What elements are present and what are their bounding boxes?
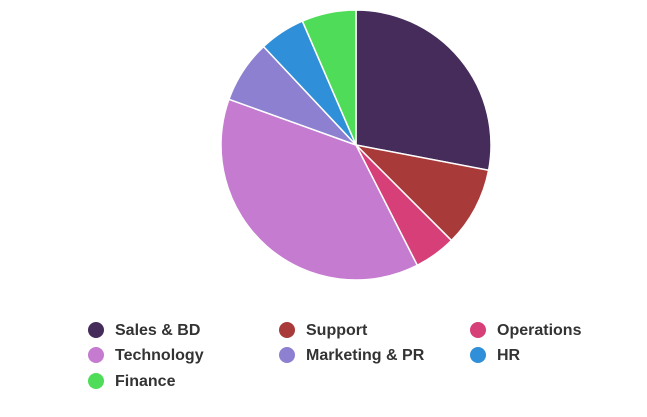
legend-marker[interactable] <box>470 322 486 338</box>
legend-label[interactable]: Operations <box>497 322 582 339</box>
legend-label[interactable]: Marketing & PR <box>306 347 425 364</box>
legend-label[interactable]: Technology <box>115 347 204 364</box>
legend-label[interactable]: HR <box>497 347 521 364</box>
legend-label[interactable]: Finance <box>115 373 176 390</box>
pie-slice[interactable] <box>301 9 357 146</box>
pie-slice[interactable] <box>355 9 492 172</box>
pie-slice[interactable] <box>220 98 419 281</box>
legend-marker[interactable] <box>88 373 104 389</box>
legend-marker[interactable] <box>279 322 295 338</box>
legend-marker[interactable] <box>88 347 104 363</box>
legend-marker[interactable] <box>470 347 486 363</box>
legend-label[interactable]: Sales & BD <box>115 322 200 339</box>
legend-marker[interactable] <box>279 347 295 363</box>
legend-marker[interactable] <box>88 322 104 338</box>
legend-label[interactable]: Support <box>306 322 368 339</box>
pie-slice[interactable] <box>353 143 490 242</box>
